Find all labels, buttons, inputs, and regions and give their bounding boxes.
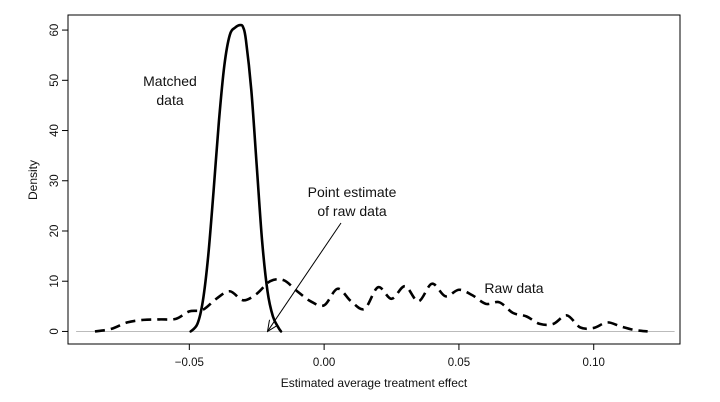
y-tick-label: 50 (49, 74, 61, 87)
point-estimate-arrow (268, 222, 342, 331)
x-tick-label: −0.05 (175, 357, 204, 369)
y-tick-label: 0 (49, 328, 61, 334)
y-axis-label: Density (26, 160, 40, 200)
y-tick-label: 30 (49, 174, 61, 187)
annotation-matched-data-line1: Matched (143, 73, 197, 89)
y-tick-label: 20 (49, 225, 61, 238)
series-line-matched-data (189, 23, 283, 333)
annotation-matched-data-line2: data (156, 92, 183, 108)
annotation-raw-data: Raw data (484, 280, 543, 296)
y-tick-label: 10 (49, 275, 61, 288)
x-axis: −0.05 0.00 0.05 0.10 (175, 344, 605, 369)
y-tick-label: 40 (49, 124, 61, 137)
annotation-point-estimate-line2: of raw data (317, 203, 386, 219)
annotation-point-estimate-line1: Point estimate (308, 184, 397, 200)
x-axis-label: Estimated average treatment effect (281, 376, 468, 390)
x-tick-label: 0.00 (313, 357, 335, 369)
x-tick-label: 0.05 (448, 357, 470, 369)
series-line-raw-data (94, 277, 648, 333)
y-axis: 0 10 20 30 40 50 60 (49, 24, 68, 335)
series-group (94, 23, 648, 333)
plot-frame (67, 14, 681, 345)
x-tick-label: 0.10 (583, 357, 605, 369)
y-tick-label: 60 (49, 24, 61, 37)
annotations: Matched data Point estimate of raw data … (143, 73, 544, 331)
